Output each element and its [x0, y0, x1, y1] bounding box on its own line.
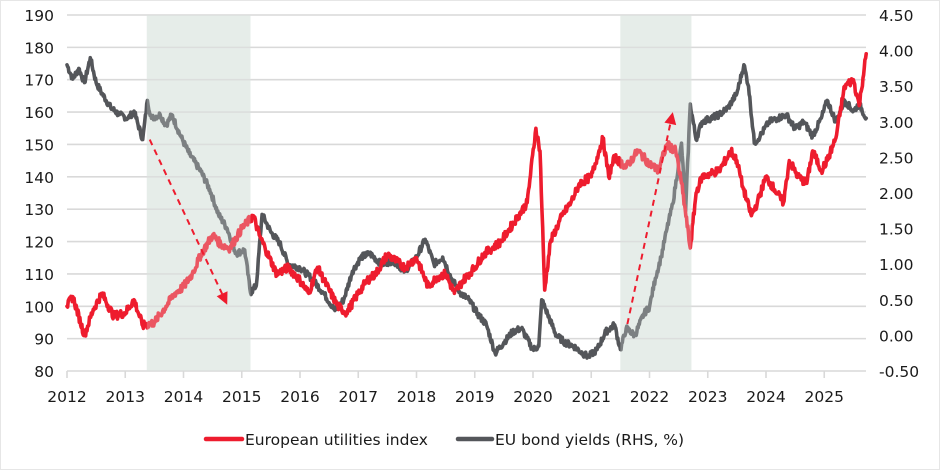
- y-axis-left: 80 90 100 110 120 130 140 150 160 170 180 190: [24, 7, 54, 381]
- x-tick-label-2017: 2017: [339, 388, 378, 406]
- series-line-bond-yields: [65, 55, 869, 360]
- x-tick-label-2013: 2013: [106, 388, 145, 406]
- y-left-tick-110: 110: [24, 266, 54, 284]
- y-right-tick-4.50: 4.50: [879, 7, 914, 25]
- shaded-period-overlay-0: [146, 15, 251, 371]
- y-right-tick-0.00: 0.00: [879, 327, 914, 345]
- legend-item-bond-yields[interactable]: EU bond yields (RHS, %): [455, 431, 684, 449]
- y-right-tick-1.00: 1.00: [879, 256, 914, 274]
- x-tick-label-2023: 2023: [688, 388, 727, 406]
- x-tick-label-2024: 2024: [746, 388, 785, 406]
- x-tick-label-2020: 2020: [513, 388, 552, 406]
- y-right-tick-2.00: 2.00: [879, 185, 914, 203]
- x-tick-label-2025: 2025: [805, 388, 844, 406]
- legend-label-bond-yields: EU bond yields (RHS, %): [495, 431, 684, 449]
- series-layer: [65, 15, 869, 371]
- y-right-tick-3.50: 3.50: [879, 78, 914, 96]
- x-tick-label-2014: 2014: [164, 388, 203, 406]
- annotations: [148, 112, 677, 325]
- x-tick-label-2019: 2019: [455, 388, 494, 406]
- gridlines: [67, 14, 866, 372]
- legend-item-utilities[interactable]: European utilities index: [203, 431, 428, 449]
- y-left-tick-160: 160: [24, 104, 54, 122]
- x-tick-label-2022: 2022: [630, 388, 669, 406]
- legend-label-utilities: European utilities index: [245, 431, 428, 449]
- y-right-tick-4.00: 4.00: [879, 43, 914, 61]
- series-line-utilities: [65, 51, 869, 338]
- y-left-tick-80: 80: [34, 363, 54, 381]
- x-axis: 2012 2013 2014 2015 2016 2017 2018 2019 2020 2021…: [47, 371, 844, 406]
- y-left-tick-130: 130: [24, 201, 54, 219]
- x-tick-label-2016: 2016: [280, 388, 319, 406]
- x-tick-label-2018: 2018: [397, 388, 436, 406]
- y-right-tick-2.50: 2.50: [879, 149, 914, 167]
- y-left-tick-90: 90: [34, 331, 54, 349]
- y-left-tick-150: 150: [24, 136, 54, 154]
- annotation-arrowhead-0: [216, 291, 228, 305]
- legend: European utilities index EU bond yields …: [203, 431, 684, 449]
- x-tick-label-2021: 2021: [572, 388, 611, 406]
- y-right-tick-3.00: 3.00: [879, 114, 914, 132]
- y-left-tick-170: 170: [24, 72, 54, 90]
- y-left-tick-100: 100: [24, 298, 54, 316]
- annotation-arrow-line-1: [626, 123, 672, 325]
- annotation-arrowhead-1: [664, 112, 677, 126]
- y-right-tick--0.50: -0.50: [879, 363, 919, 381]
- x-tick-label-2015: 2015: [222, 388, 261, 406]
- y-axis-right: -0.50 0.00 0.50 1.00 1.50 2.00 2.50 3.00 3.50 4.0…: [879, 7, 919, 381]
- x-tick-label-2012: 2012: [47, 388, 86, 406]
- y-right-tick-1.50: 1.50: [879, 221, 914, 239]
- y-left-tick-140: 140: [24, 169, 54, 187]
- y-left-tick-120: 120: [24, 234, 54, 252]
- y-right-tick-0.50: 0.50: [879, 292, 914, 310]
- y-left-tick-190: 190: [24, 7, 54, 25]
- y-left-tick-180: 180: [24, 39, 54, 57]
